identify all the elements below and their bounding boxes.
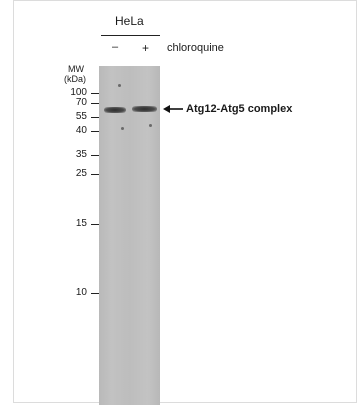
blot-speck	[149, 124, 152, 127]
blot-speck	[118, 84, 121, 87]
lane-sign-1: –	[112, 41, 119, 53]
band-lane-2	[132, 106, 157, 112]
mw-tick-25	[91, 174, 99, 175]
mw-tick-70	[91, 103, 99, 104]
mw-label-100: 100	[70, 87, 87, 98]
mw-label-35: 35	[75, 149, 87, 160]
blot-speck	[121, 127, 124, 130]
arrow-left-icon	[163, 105, 183, 113]
band-annotation: Atg12-Atg5 complex	[186, 103, 293, 115]
figure-frame	[13, 0, 357, 403]
mw-label-70: 70	[75, 97, 87, 108]
cell-line-label: HeLa	[115, 14, 144, 28]
mw-tick-10	[91, 293, 99, 294]
western-blot-strip	[99, 66, 160, 405]
mw-tick-40	[91, 131, 99, 132]
mw-tick-15	[91, 224, 99, 225]
mw-label-15: 15	[75, 218, 87, 229]
mw-label-40: 40	[75, 125, 87, 136]
cell-line-underline	[101, 35, 160, 36]
mw-label-25: 25	[75, 168, 87, 179]
mw-label-55: 55	[75, 111, 87, 122]
mw-title: MW	[68, 64, 84, 74]
treatment-label: chloroquine	[167, 42, 224, 54]
mw-unit: (kDa)	[64, 74, 86, 84]
lane-sign-2: +	[142, 41, 150, 55]
mw-tick-55	[91, 117, 99, 118]
mw-tick-35	[91, 155, 99, 156]
mw-tick-100	[91, 93, 99, 94]
mw-label-10: 10	[75, 287, 87, 298]
band-lane-1	[104, 107, 126, 113]
